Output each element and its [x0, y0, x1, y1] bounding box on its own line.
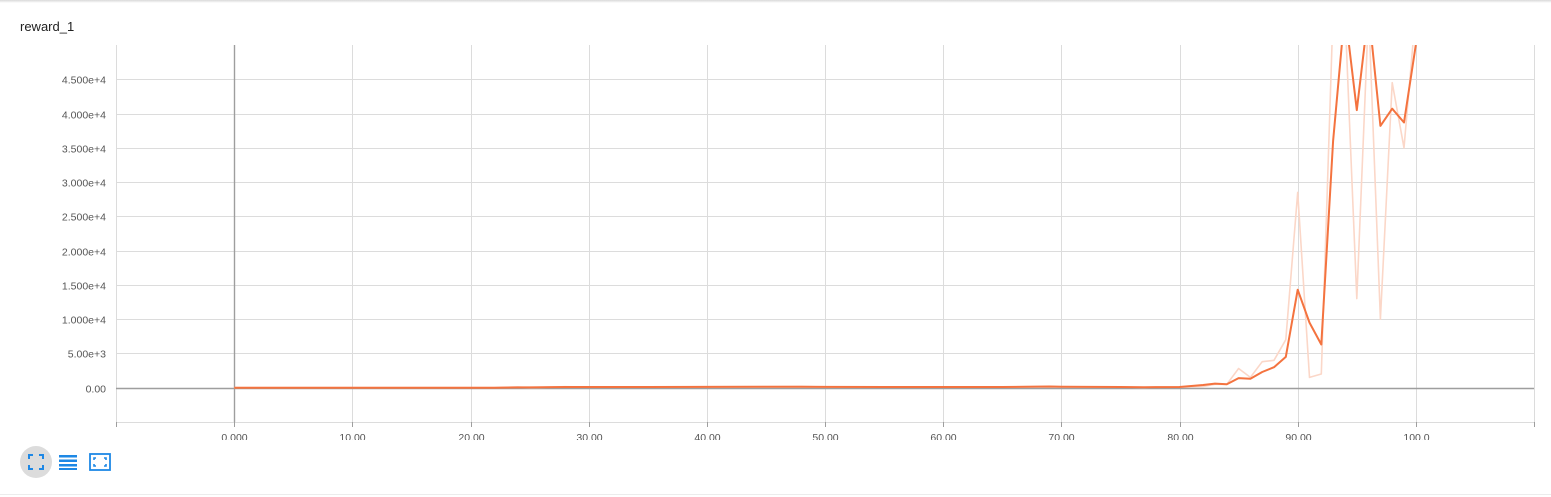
- y-tick-label: 2.500e+4: [62, 212, 106, 224]
- y-tick-label: 0.00: [86, 384, 107, 396]
- x-tick-label: 80.00: [1167, 432, 1193, 440]
- y-tick-label: 5.00e+3: [68, 349, 106, 361]
- x-tick-label: 30.00: [576, 432, 602, 440]
- y-tick-label: 4.500e+4: [62, 75, 106, 87]
- tick-labels: 0.000 10.00 20.00 30.00 40.00 50.00 60.00 70.00…: [62, 75, 1535, 440]
- top-shadow: [0, 0, 1551, 3]
- x-tick-label: 10.00: [339, 432, 365, 440]
- expand-icon: [89, 453, 111, 471]
- data-table-icon: [59, 455, 77, 470]
- y-tick-label: 1.500e+4: [62, 281, 106, 293]
- y-tick-label: 4.000e+4: [62, 110, 106, 122]
- x-tick-label: 100.0: [1403, 432, 1429, 440]
- x-tick-label: 20.00: [458, 432, 484, 440]
- y-tick-label: 3.000e+4: [62, 178, 106, 190]
- y-tick-label: 1.000e+4: [62, 315, 106, 327]
- chart-plot: 0.000 10.00 20.00 30.00 40.00 50.00 60.00 70.00…: [62, 45, 1535, 440]
- smoothed-series-line: [234, 45, 1417, 389]
- fit-to-data-button[interactable]: [20, 446, 52, 478]
- y-tick-label: 3.500e+4: [62, 144, 106, 156]
- expand-chart-button[interactable]: [84, 446, 116, 478]
- y-tick-label: 2.000e+4: [62, 247, 106, 259]
- fit-to-data-icon: [28, 454, 44, 470]
- x-tick-label: 70.00: [1048, 432, 1074, 440]
- x-tick-label: 60.00: [930, 432, 956, 440]
- card-bottom-border: [0, 494, 1551, 495]
- x-tick-label: 50.00: [812, 432, 838, 440]
- x-tick-label: 40.00: [694, 432, 720, 440]
- chart-title: reward_1: [20, 19, 75, 34]
- grid-lines: [116, 45, 1535, 423]
- series-lines: [234, 45, 1417, 389]
- x-tick-label: 90.00: [1285, 432, 1311, 440]
- data-table-button[interactable]: [52, 446, 84, 478]
- x-tick-label: 0.000: [221, 432, 247, 440]
